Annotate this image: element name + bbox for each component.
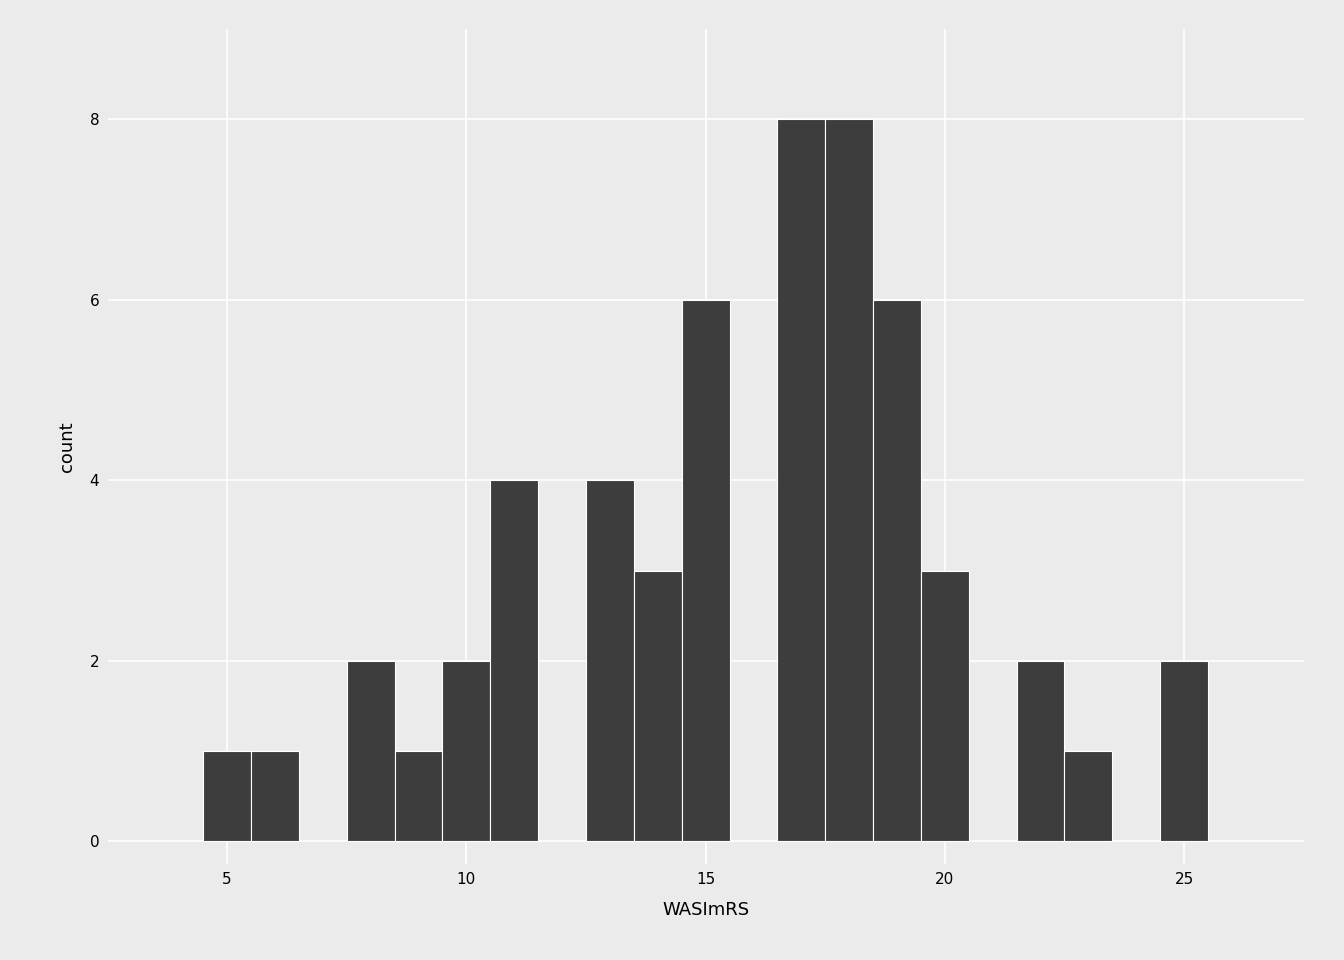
Bar — [1064, 751, 1113, 841]
Bar — [1016, 660, 1064, 841]
Bar — [681, 300, 730, 841]
Bar — [1160, 660, 1208, 841]
Bar — [442, 660, 491, 841]
Bar — [921, 570, 969, 841]
Bar — [491, 480, 538, 841]
Bar — [777, 119, 825, 841]
Bar — [825, 119, 874, 841]
Bar — [347, 660, 395, 841]
Bar — [251, 751, 298, 841]
X-axis label: WASImRS: WASImRS — [663, 901, 749, 920]
Y-axis label: count: count — [58, 421, 75, 471]
Bar — [395, 751, 442, 841]
Bar — [203, 751, 251, 841]
Bar — [586, 480, 634, 841]
Bar — [634, 570, 681, 841]
Bar — [874, 300, 921, 841]
